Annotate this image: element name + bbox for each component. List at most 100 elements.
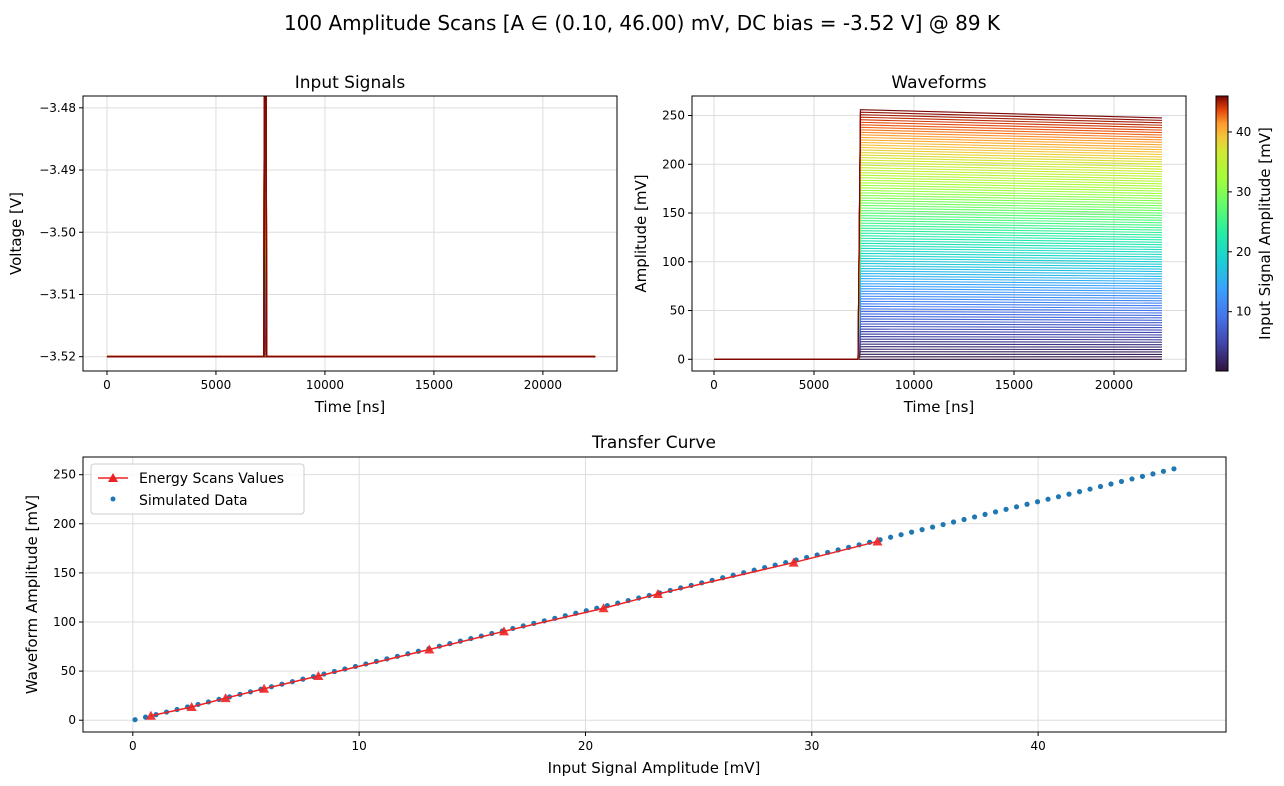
simulated-data-point (909, 529, 915, 535)
colorbar-tick-label-2: 30 (1236, 185, 1251, 199)
input-signal-line (106, 96, 596, 358)
input-signal-line (106, 159, 596, 358)
simulated-data-point (888, 534, 894, 540)
p2-ytick-label-3: 150 (662, 206, 685, 220)
simulated-data-point (1171, 466, 1177, 472)
simulated-data-point (898, 532, 904, 538)
input-signal-line (106, 96, 596, 358)
p1-xtick-label-2: 10000 (306, 378, 344, 392)
input-signal-line (106, 121, 596, 358)
simulated-data-point (1076, 489, 1083, 495)
waveform-line (714, 331, 1163, 360)
input-signal-line (106, 246, 596, 358)
input-signal-line (106, 347, 596, 358)
input-signal-line (106, 237, 596, 358)
p1-xtick-label-1: 5000 (201, 378, 232, 392)
input-signal-line (106, 176, 596, 358)
input-signal-line (106, 96, 596, 358)
input-signal-line (106, 124, 596, 358)
simulated-data-point (982, 511, 988, 518)
simulated-data-point (1034, 499, 1041, 505)
energy-scans-marker (652, 589, 663, 599)
transfer-curve-axes-frame (82, 456, 1227, 733)
p3-xtick-label-0: 0 (129, 739, 137, 753)
input-signal-line (106, 321, 596, 358)
input-signal-line (106, 179, 596, 358)
input-signal-line (106, 98, 596, 358)
p3-ytick-label-3: 150 (53, 566, 76, 580)
p1-ytick-label-1: −3.51 (39, 287, 76, 301)
waveform-line (714, 346, 1163, 360)
simulated-data-point (1139, 473, 1146, 479)
input-signal-line (106, 315, 596, 358)
energy-scans-marker (186, 701, 197, 711)
input-signal-line (106, 292, 596, 358)
simulated-data-point (1045, 496, 1051, 502)
input-signal-line (106, 251, 596, 358)
input-signal-line (106, 202, 596, 358)
input-signal-line (106, 118, 596, 358)
legend-energy-label: Energy Scans Values (139, 471, 284, 487)
p2-xtick-label-4: 20000 (1095, 378, 1133, 392)
energy-scans-marker (872, 536, 883, 546)
p2-xtick-label-3: 15000 (995, 378, 1033, 392)
simulated-data-point (971, 514, 978, 520)
input-signal-line (106, 309, 596, 358)
input-signal-line (106, 303, 596, 358)
input-signal-line (106, 96, 596, 358)
input-signal-line (106, 96, 596, 358)
energy-scans-marker (220, 693, 231, 703)
input-signal-line (106, 191, 596, 358)
p2-ytick-label-1: 50 (670, 304, 685, 318)
input-signal-line (106, 104, 596, 358)
energy-scans-marker (598, 603, 609, 613)
input-signal-line (106, 300, 596, 358)
input-signal-line (106, 165, 596, 358)
input-signal-line (106, 295, 596, 358)
simulated-data-point (1087, 486, 1093, 492)
energy-scans-marker (313, 671, 324, 681)
input-signal-line (106, 326, 596, 358)
p3-xtick-label-2: 20 (578, 739, 593, 753)
input-signal-line (106, 335, 596, 358)
p3-ytick-label-2: 100 (53, 615, 76, 629)
input-signal-line (106, 222, 596, 358)
figure-suptitle: 100 Amplitude Scans [A ∈ (0.10, 46.00) m… (284, 11, 1001, 35)
simulated-data-point (1055, 494, 1062, 500)
input-signal-line (106, 269, 596, 358)
simulated-data-point (1013, 504, 1020, 510)
input-signal-line (106, 324, 596, 358)
input-signal-line (106, 96, 596, 358)
p2-ytick-label-0: 0 (677, 352, 685, 366)
input-signal-line (106, 110, 596, 358)
waveforms-title: Waveforms (891, 73, 986, 93)
input-signal-line (106, 228, 596, 358)
input-signals-xlabel: Time [ns] (314, 398, 386, 416)
input-signal-line (106, 341, 596, 358)
input-signal-line (106, 96, 596, 358)
input-signals-axes-frame (82, 95, 618, 372)
input-signal-line (106, 208, 596, 358)
input-signal-line (106, 272, 596, 358)
input-signal-line (106, 167, 596, 358)
p1-ytick-label-0: −3.52 (39, 350, 76, 364)
input-signal-line (106, 96, 596, 358)
p1-ytick-label-3: −3.49 (39, 163, 76, 177)
simulated-data-point (1024, 501, 1030, 507)
input-signal-line (106, 243, 596, 358)
legend-box (90, 463, 305, 515)
transfer-curve-xlabel: Input Signal Amplitude [mV] (548, 759, 761, 777)
input-signal-line (106, 113, 596, 358)
input-signal-line (106, 280, 596, 358)
input-signal-line (106, 277, 596, 358)
input-signal-line (106, 283, 596, 358)
input-signal-line (106, 318, 596, 358)
input-signal-line (106, 298, 596, 358)
p3-xtick-label-1: 10 (351, 739, 366, 753)
legend: Energy Scans Values Simulated Data (90, 463, 305, 515)
colorbar-tick-label-1: 20 (1236, 245, 1251, 259)
energy-scans-line (150, 540, 878, 717)
energy-scans-marker (424, 644, 435, 654)
input-signal-line (106, 182, 596, 358)
